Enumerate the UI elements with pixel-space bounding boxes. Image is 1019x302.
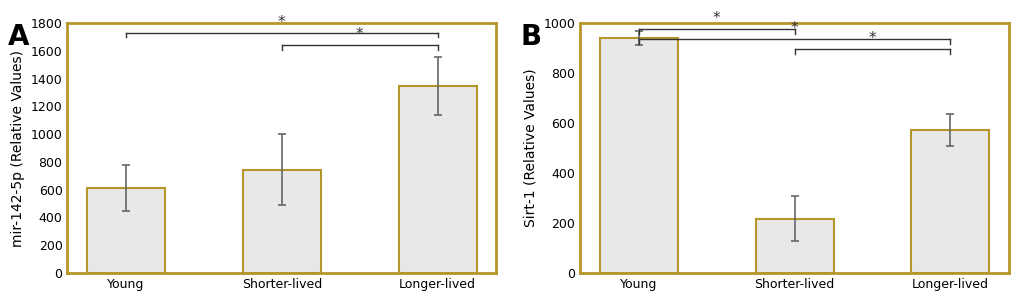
- Text: *: *: [356, 27, 363, 42]
- Bar: [755, 219, 833, 273]
- Text: *: *: [277, 15, 285, 30]
- Text: *: *: [868, 31, 875, 46]
- Bar: [398, 86, 476, 273]
- Text: *: *: [790, 21, 798, 36]
- Text: A: A: [7, 23, 29, 51]
- Y-axis label: Sirt-1 (Relative Values): Sirt-1 (Relative Values): [524, 69, 537, 227]
- Bar: [599, 38, 677, 273]
- Bar: [243, 170, 320, 273]
- Bar: [911, 130, 988, 273]
- Bar: [87, 188, 165, 273]
- Text: *: *: [712, 11, 719, 26]
- Y-axis label: mir-142-5p (Relative Values): mir-142-5p (Relative Values): [11, 50, 25, 246]
- Text: B: B: [520, 23, 541, 51]
